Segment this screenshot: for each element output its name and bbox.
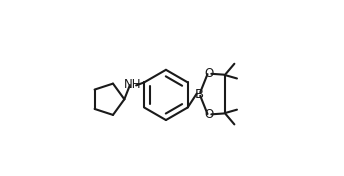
Text: O: O [205, 108, 214, 121]
Text: NH: NH [124, 78, 142, 91]
Text: B: B [194, 88, 203, 100]
Text: O: O [205, 67, 214, 80]
